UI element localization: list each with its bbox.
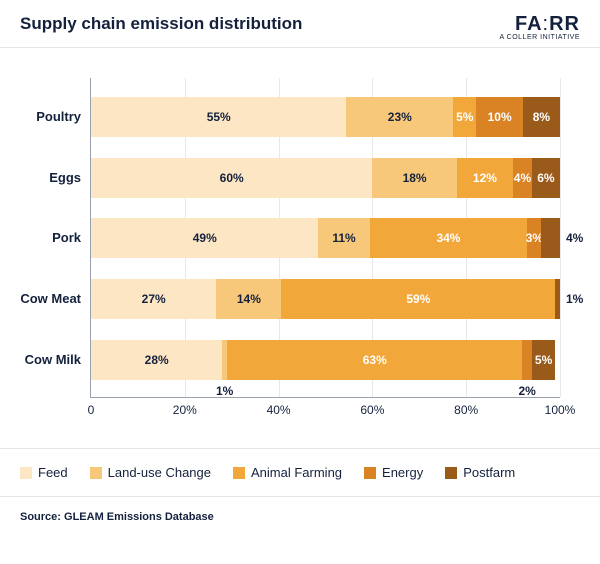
segment-value-label: 60% — [220, 171, 244, 185]
category-label: Cow Milk — [11, 340, 91, 380]
segment-value-label: 10% — [488, 110, 512, 124]
x-tick-label: 0 — [88, 397, 95, 417]
segment-value-label: 63% — [363, 353, 387, 367]
category-label: Pork — [11, 218, 91, 258]
legend-label: Animal Farming — [251, 465, 342, 480]
segment-value-label: 18% — [403, 171, 427, 185]
legend-item-energy: Energy — [364, 465, 423, 480]
chart-area: 0 20% 40% 60% 80% 100% Poultry 55% 23% 5% 10% 8% Egg… — [0, 48, 600, 448]
segment-value-label: 6% — [537, 171, 554, 185]
segment-value-label: 55% — [207, 110, 231, 124]
bar-segment-postfarm: 6% — [532, 158, 560, 198]
bar-segment-landuse: 14% — [216, 279, 281, 319]
bar-segment-postfarm: 4% — [541, 218, 560, 258]
legend-label: Feed — [38, 465, 68, 480]
segment-value-label: 8% — [533, 110, 550, 124]
plot: 020%40%60%80%100%Poultry55%23%5%10%8%Egg… — [90, 78, 560, 398]
header: Supply chain emission distribution FA:RR… — [0, 0, 600, 48]
segment-value-label: 12% — [473, 171, 497, 185]
bar-segment-feed: 28% — [91, 340, 222, 380]
legend-item-landuse: Land-use Change — [90, 465, 211, 480]
legend-swatch — [90, 467, 102, 479]
fairr-logo: FA:RR A COLLER INITIATIVE — [499, 14, 580, 41]
bar-segment-landuse: 18% — [372, 158, 456, 198]
legend-swatch — [445, 467, 457, 479]
legend-swatch — [233, 467, 245, 479]
legend-swatch — [20, 467, 32, 479]
bar-row: Poultry55%23%5%10%8% — [91, 97, 560, 137]
bar-segment-animal: 5% — [453, 97, 476, 137]
category-label: Cow Meat — [11, 279, 91, 319]
legend-label: Energy — [382, 465, 423, 480]
x-tick-label: 100% — [545, 397, 576, 417]
bar-segment-postfarm: 1% — [555, 279, 560, 319]
x-tick-label: 20% — [173, 397, 197, 417]
bar-segment-animal: 63% — [227, 340, 522, 380]
logo-sub: A COLLER INITIATIVE — [499, 34, 580, 41]
bar-segment-energy: 4% — [513, 158, 532, 198]
bar-row: Cow Meat27%14%59%1% — [91, 279, 560, 319]
legend-item-postfarm: Postfarm — [445, 465, 515, 480]
bar-segment-feed: 49% — [91, 218, 318, 258]
segment-value-label: 27% — [142, 292, 166, 306]
chart-title: Supply chain emission distribution — [20, 14, 302, 34]
x-tick-label: 80% — [454, 397, 478, 417]
bar-segment-postfarm: 8% — [523, 97, 560, 137]
bar-row: Eggs60%18%12%4%6% — [91, 158, 560, 198]
bar-segment-animal: 12% — [457, 158, 513, 198]
bar-segment-animal: 34% — [370, 218, 528, 258]
bar-segment-landuse: 23% — [346, 97, 453, 137]
category-label: Poultry — [11, 97, 91, 137]
bar-segment-energy: 2% — [522, 340, 531, 380]
legend-label: Postfarm — [463, 465, 515, 480]
legend-label: Land-use Change — [108, 465, 211, 480]
bar-row: Cow Milk28%1%63%2%5% — [91, 340, 560, 380]
logo-main: FA:RR — [499, 14, 580, 34]
bar-segment-feed: 27% — [91, 279, 216, 319]
bar-segment-energy: 10% — [476, 97, 522, 137]
bar-segment-postfarm: 5% — [532, 340, 555, 380]
segment-value-label: 49% — [193, 231, 217, 245]
category-label: Eggs — [11, 158, 91, 198]
bar-segment-animal: 59% — [281, 279, 555, 319]
segment-value-label: 14% — [237, 292, 261, 306]
segment-value-label: 59% — [406, 292, 430, 306]
x-tick-label: 40% — [267, 397, 291, 417]
segment-value-label: 5% — [456, 110, 473, 124]
segment-value-label: 1% — [560, 292, 583, 306]
segment-value-label: 11% — [332, 231, 355, 245]
legend-swatch — [364, 467, 376, 479]
segment-value-label: 5% — [535, 353, 552, 367]
segment-value-label: 4% — [560, 231, 583, 245]
bar-row: Pork49%11%34%3%4% — [91, 218, 560, 258]
bar-segment-feed: 60% — [91, 158, 372, 198]
segment-value-label: 2% — [518, 380, 535, 398]
segment-value-label: 28% — [145, 353, 169, 367]
x-tick-label: 60% — [360, 397, 384, 417]
bar-segment-feed: 55% — [91, 97, 346, 137]
bar-segment-landuse: 11% — [318, 218, 369, 258]
source-text: Source: GLEAM Emissions Database — [0, 497, 600, 537]
segment-value-label: 4% — [514, 171, 531, 185]
legend-item-animal: Animal Farming — [233, 465, 342, 480]
bar-segment-energy: 3% — [527, 218, 541, 258]
legend: Feed Land-use Change Animal Farming Energy P… — [0, 448, 600, 497]
segment-value-label: 23% — [388, 110, 412, 124]
segment-value-label: 1% — [216, 380, 233, 398]
chart-container: Supply chain emission distribution FA:RR… — [0, 0, 600, 564]
legend-item-feed: Feed — [20, 465, 68, 480]
segment-value-label: 34% — [436, 231, 460, 245]
